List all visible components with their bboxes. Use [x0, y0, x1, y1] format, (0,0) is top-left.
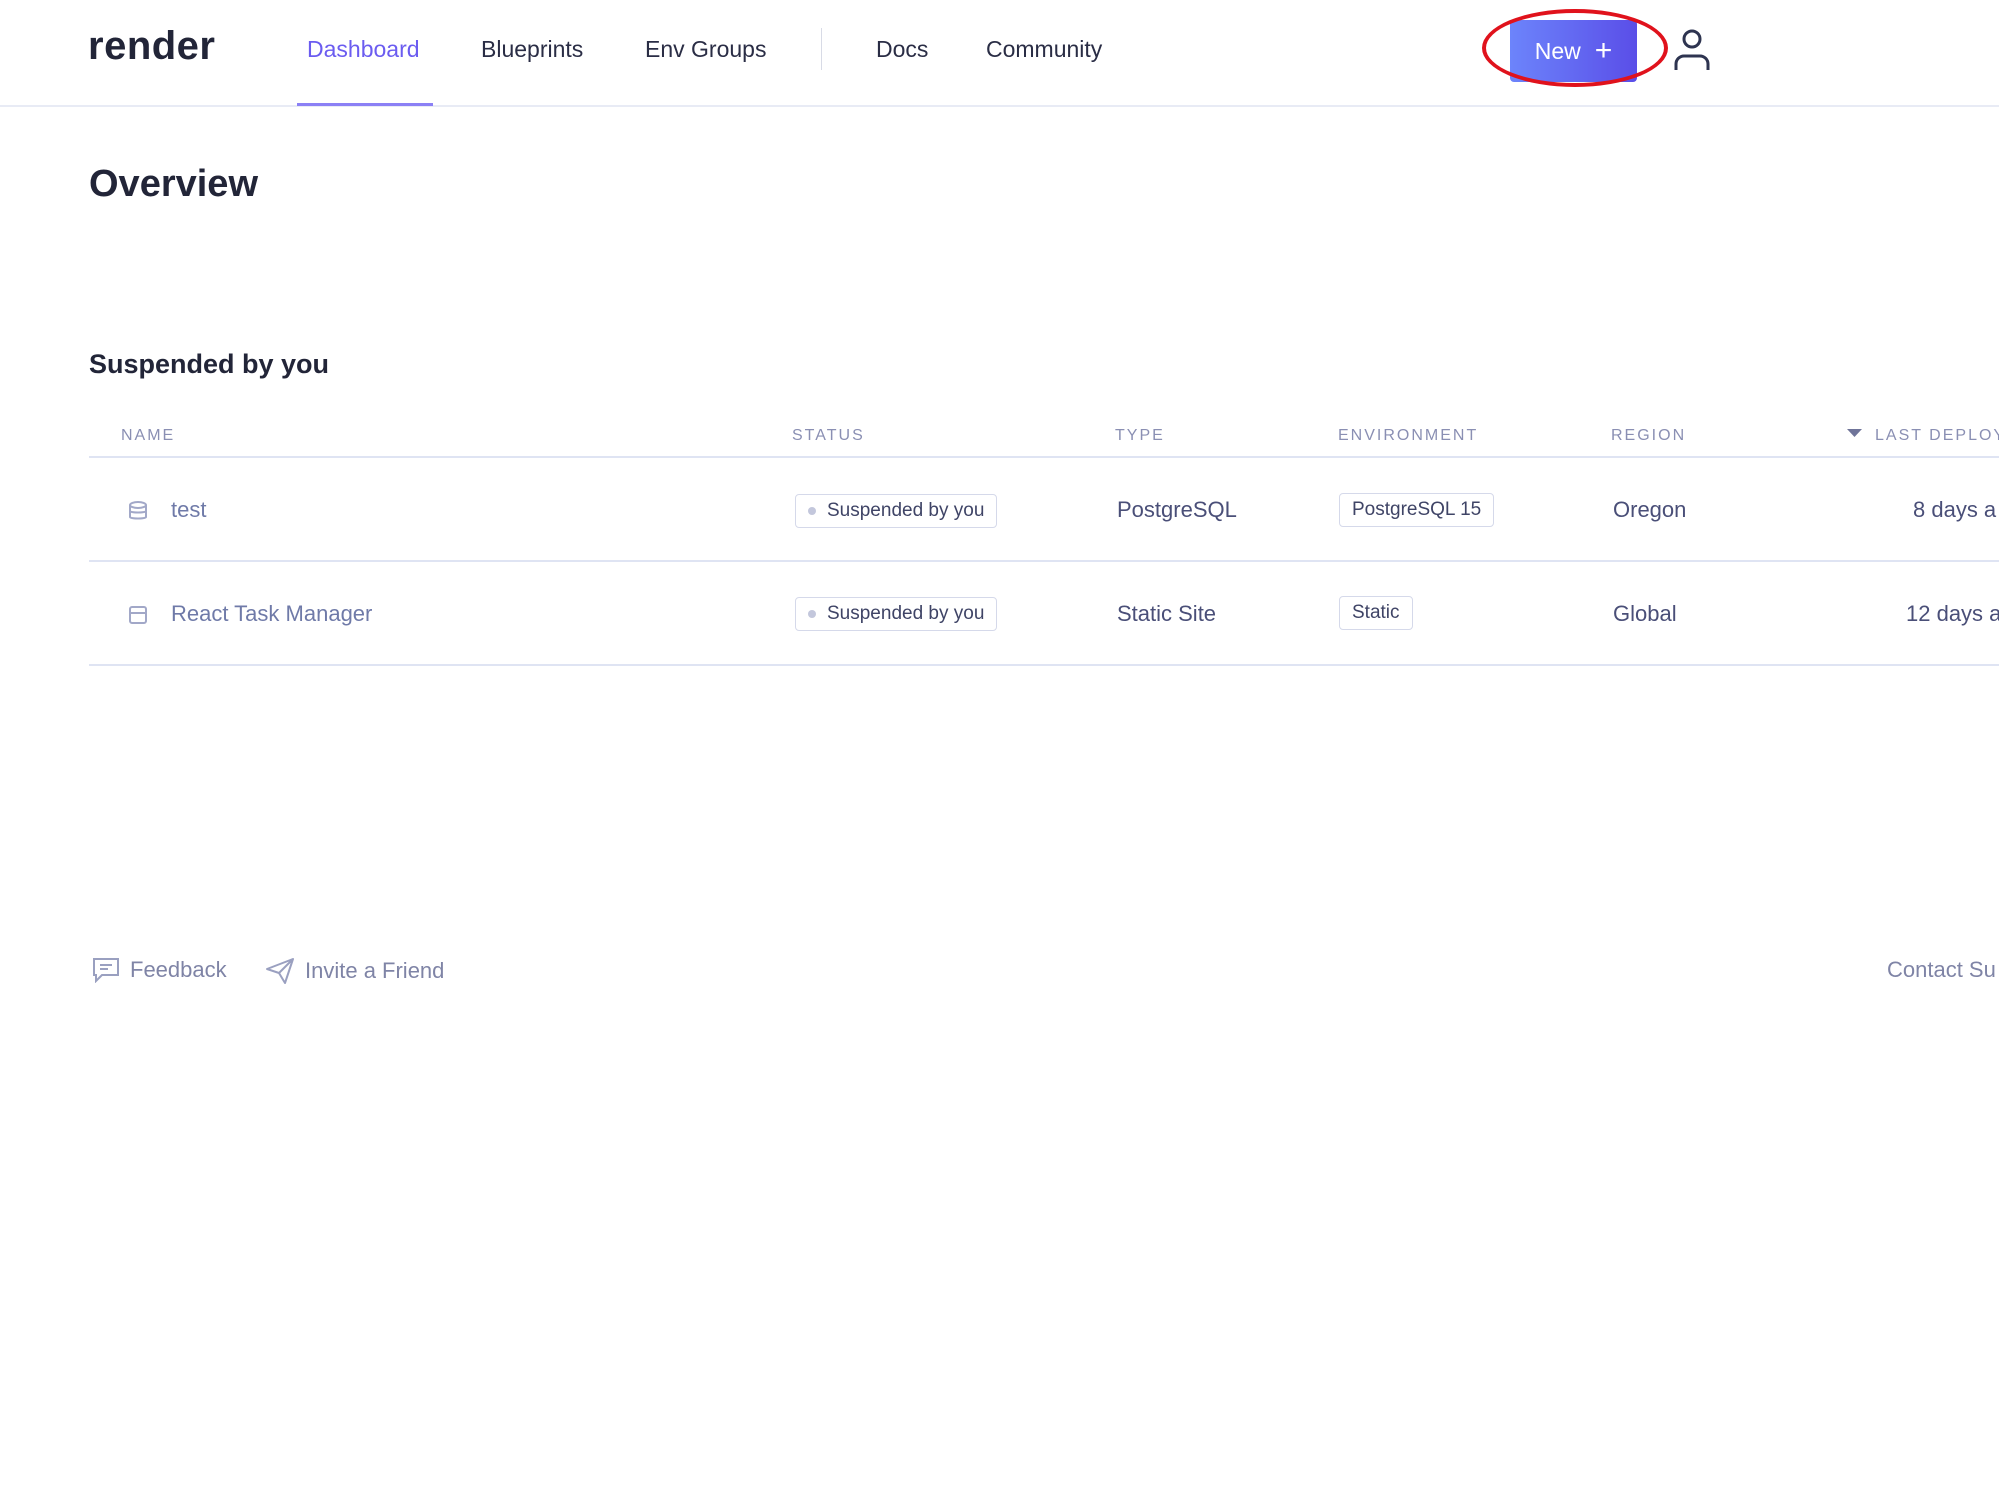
region: Global: [1613, 601, 1677, 626]
status-dot: [808, 507, 816, 515]
render-logo[interactable]: render: [88, 24, 216, 68]
last-deploy: 8 days a: [1913, 497, 1997, 522]
static-site-icon: [129, 606, 147, 624]
active-tab-indicator: [297, 103, 433, 106]
new-button-label: New: [1534, 37, 1581, 64]
region: Oregon: [1613, 497, 1687, 522]
status-text: Suspended by you: [827, 603, 985, 624]
feedback-icon: [93, 958, 119, 983]
status-dot: [808, 610, 816, 618]
user-avatar-icon[interactable]: [1672, 28, 1712, 72]
contact-support-link[interactable]: Contact Su: [1887, 957, 1996, 982]
service-type: PostgreSQL: [1117, 497, 1237, 522]
nav-divider: [821, 28, 822, 70]
section-title: Suspended by you: [89, 349, 330, 379]
row-divider: [89, 560, 1999, 562]
service-type: Static Site: [1117, 601, 1217, 626]
nav-community[interactable]: Community: [986, 36, 1103, 62]
nav-blueprints[interactable]: Blueprints: [481, 36, 584, 62]
plus-icon: +: [1594, 34, 1613, 67]
row-divider: [89, 664, 1999, 666]
page-title: Overview: [89, 163, 258, 205]
new-button[interactable]: New +: [1510, 20, 1637, 82]
status-badge: Suspended by you: [795, 597, 998, 631]
nav-env-groups[interactable]: Env Groups: [645, 36, 767, 62]
status-badge: Suspended by you: [795, 494, 998, 528]
sort-desc-icon[interactable]: [1847, 429, 1862, 439]
top-nav: render Dashboard Blueprints Env Groups D…: [0, 0, 1999, 107]
column-header-region[interactable]: REGION: [1611, 427, 1687, 444]
nav-dashboard[interactable]: Dashboard: [307, 36, 420, 62]
header-divider: [89, 456, 1999, 458]
service-name[interactable]: React Task Manager: [171, 601, 373, 626]
invite-friend-link[interactable]: Invite a Friend: [265, 957, 444, 985]
invite-label: Invite a Friend: [305, 958, 445, 983]
feedback-link[interactable]: Feedback: [92, 957, 227, 983]
feedback-label: Feedback: [130, 957, 227, 982]
database-icon: [129, 501, 147, 520]
column-header-status[interactable]: STATUS: [792, 427, 865, 444]
column-header-last-deploy[interactable]: LAST DEPLOY: [1875, 427, 1999, 444]
last-deploy: 12 days a: [1906, 601, 1999, 626]
environment-badge: Static: [1339, 596, 1413, 630]
nav-docs[interactable]: Docs: [876, 36, 929, 62]
column-header-name[interactable]: NAME: [121, 427, 176, 444]
send-icon: [266, 958, 294, 984]
column-header-environment[interactable]: ENVIRONMENT: [1338, 427, 1479, 444]
status-text: Suspended by you: [827, 500, 985, 521]
service-name[interactable]: test: [171, 497, 207, 522]
column-header-type[interactable]: TYPE: [1115, 427, 1165, 444]
environment-badge: PostgreSQL 15: [1339, 493, 1495, 527]
